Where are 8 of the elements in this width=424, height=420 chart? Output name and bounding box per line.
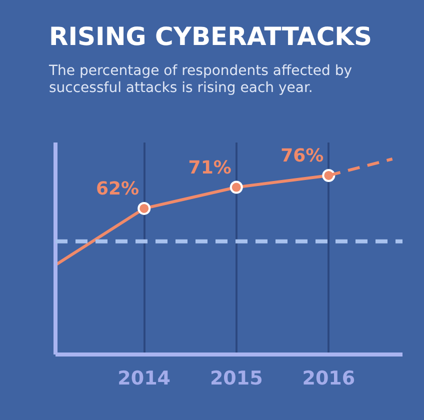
data-label: 62% [96,178,140,200]
x-tick-label: 2014 [118,368,171,390]
chart-title: RISING CYBERATTACKS [49,21,372,53]
x-tick-label: 2016 [302,368,356,390]
data-label: 76% [280,145,324,166]
data-label: 71% [188,157,232,178]
chart-subtitle: The percentage of respondents affected by successful attacks is rising each year. [49,63,354,97]
x-tick-label: 2015 [210,368,263,390]
